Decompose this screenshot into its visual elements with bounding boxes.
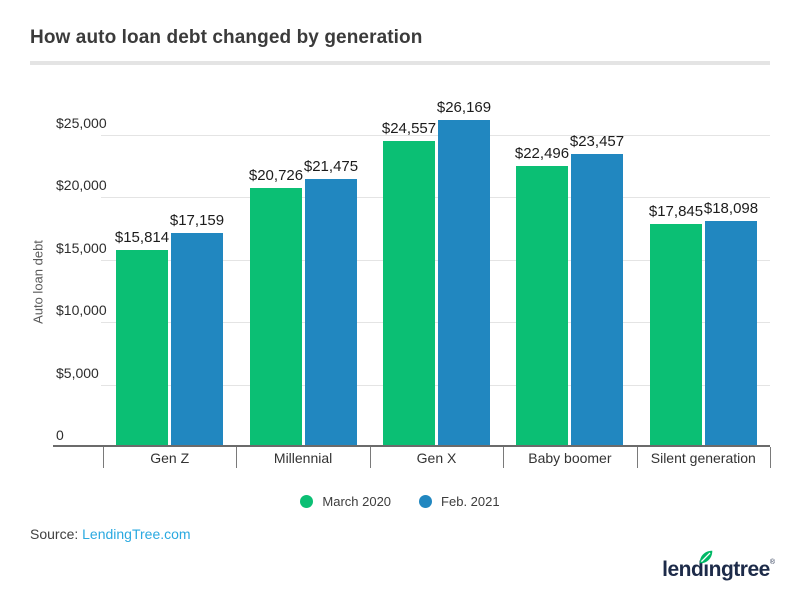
gridline [101, 385, 770, 386]
leaf-icon [698, 549, 714, 570]
bar-value-label: $26,169 [436, 99, 492, 116]
bar-value-label: $21,475 [303, 158, 359, 175]
x-axis-tick [370, 447, 371, 468]
y-axis-tick-label: $25,000 [56, 115, 107, 131]
y-axis-tick-label: $10,000 [56, 302, 107, 318]
x-axis-tick [236, 447, 237, 468]
gridline [101, 322, 770, 323]
bar-value-label: $18,098 [703, 200, 759, 217]
x-axis-tick [103, 447, 104, 468]
x-axis-line [53, 445, 770, 447]
bar-value-label: $20,726 [248, 167, 304, 184]
legend-item-march-2020: March 2020 [300, 494, 391, 509]
bar-value-label: $17,845 [648, 203, 704, 220]
source-link[interactable]: LendingTree.com [82, 526, 191, 542]
bar-value-label: $15,814 [114, 229, 170, 246]
source-line: Source: LendingTree.com [30, 526, 191, 542]
legend-item-feb-2021: Feb. 2021 [419, 494, 500, 509]
y-axis-tick-label: $15,000 [56, 240, 107, 256]
x-axis-label-gen-z: Gen Z [150, 450, 190, 466]
bar-baby-boomer-march-2020 [516, 166, 568, 447]
bar-gen-x-march-2020 [383, 141, 435, 447]
bar-silent-generation-feb-2021 [705, 221, 757, 447]
bar-value-label: $22,496 [514, 145, 570, 162]
lendingtree-logo: lendıngtree® [662, 550, 775, 582]
bar-gen-z-march-2020 [116, 250, 168, 447]
x-axis-label-gen-x: Gen X [416, 450, 457, 466]
bar-value-label: $23,457 [569, 133, 625, 150]
x-axis-label-silent-generation: Silent generation [650, 450, 756, 466]
source-label: Source: [30, 526, 83, 542]
title-divider [30, 61, 770, 65]
x-axis-tick [503, 447, 504, 468]
logo-text: lendıngtree [662, 558, 770, 581]
bar-value-label: $24,557 [381, 120, 437, 137]
y-axis-tick-label: 0 [56, 427, 64, 443]
legend-dot-icon [300, 495, 314, 508]
y-axis-title: Auto loan debt [30, 240, 46, 324]
bar-baby-boomer-feb-2021 [571, 154, 623, 447]
gridline [101, 197, 770, 198]
bar-gen-z-feb-2021 [171, 233, 223, 447]
chart-legend: March 2020 Feb. 2021 [0, 494, 800, 509]
bar-millennial-march-2020 [250, 188, 302, 447]
legend-label: Feb. 2021 [441, 494, 500, 509]
x-axis-label-baby-boomer: Baby boomer [528, 450, 612, 466]
registered-mark: ® [769, 559, 775, 566]
bar-silent-generation-march-2020 [650, 224, 702, 447]
bar-millennial-feb-2021 [305, 179, 357, 447]
x-axis-tick [770, 447, 771, 468]
legend-dot-icon [419, 495, 433, 508]
y-axis-tick-label: $20,000 [56, 177, 107, 193]
y-axis-tick-label: $5,000 [56, 365, 99, 381]
gridline [101, 135, 770, 136]
gridline [101, 260, 770, 261]
legend-label: March 2020 [322, 494, 392, 509]
x-axis-label-millennial: Millennial [273, 450, 333, 466]
bar-value-label: $17,159 [169, 212, 225, 229]
x-axis-tick [637, 447, 638, 468]
page-title: How auto loan debt changed by generation [30, 27, 423, 48]
bar-gen-x-feb-2021 [438, 120, 490, 447]
